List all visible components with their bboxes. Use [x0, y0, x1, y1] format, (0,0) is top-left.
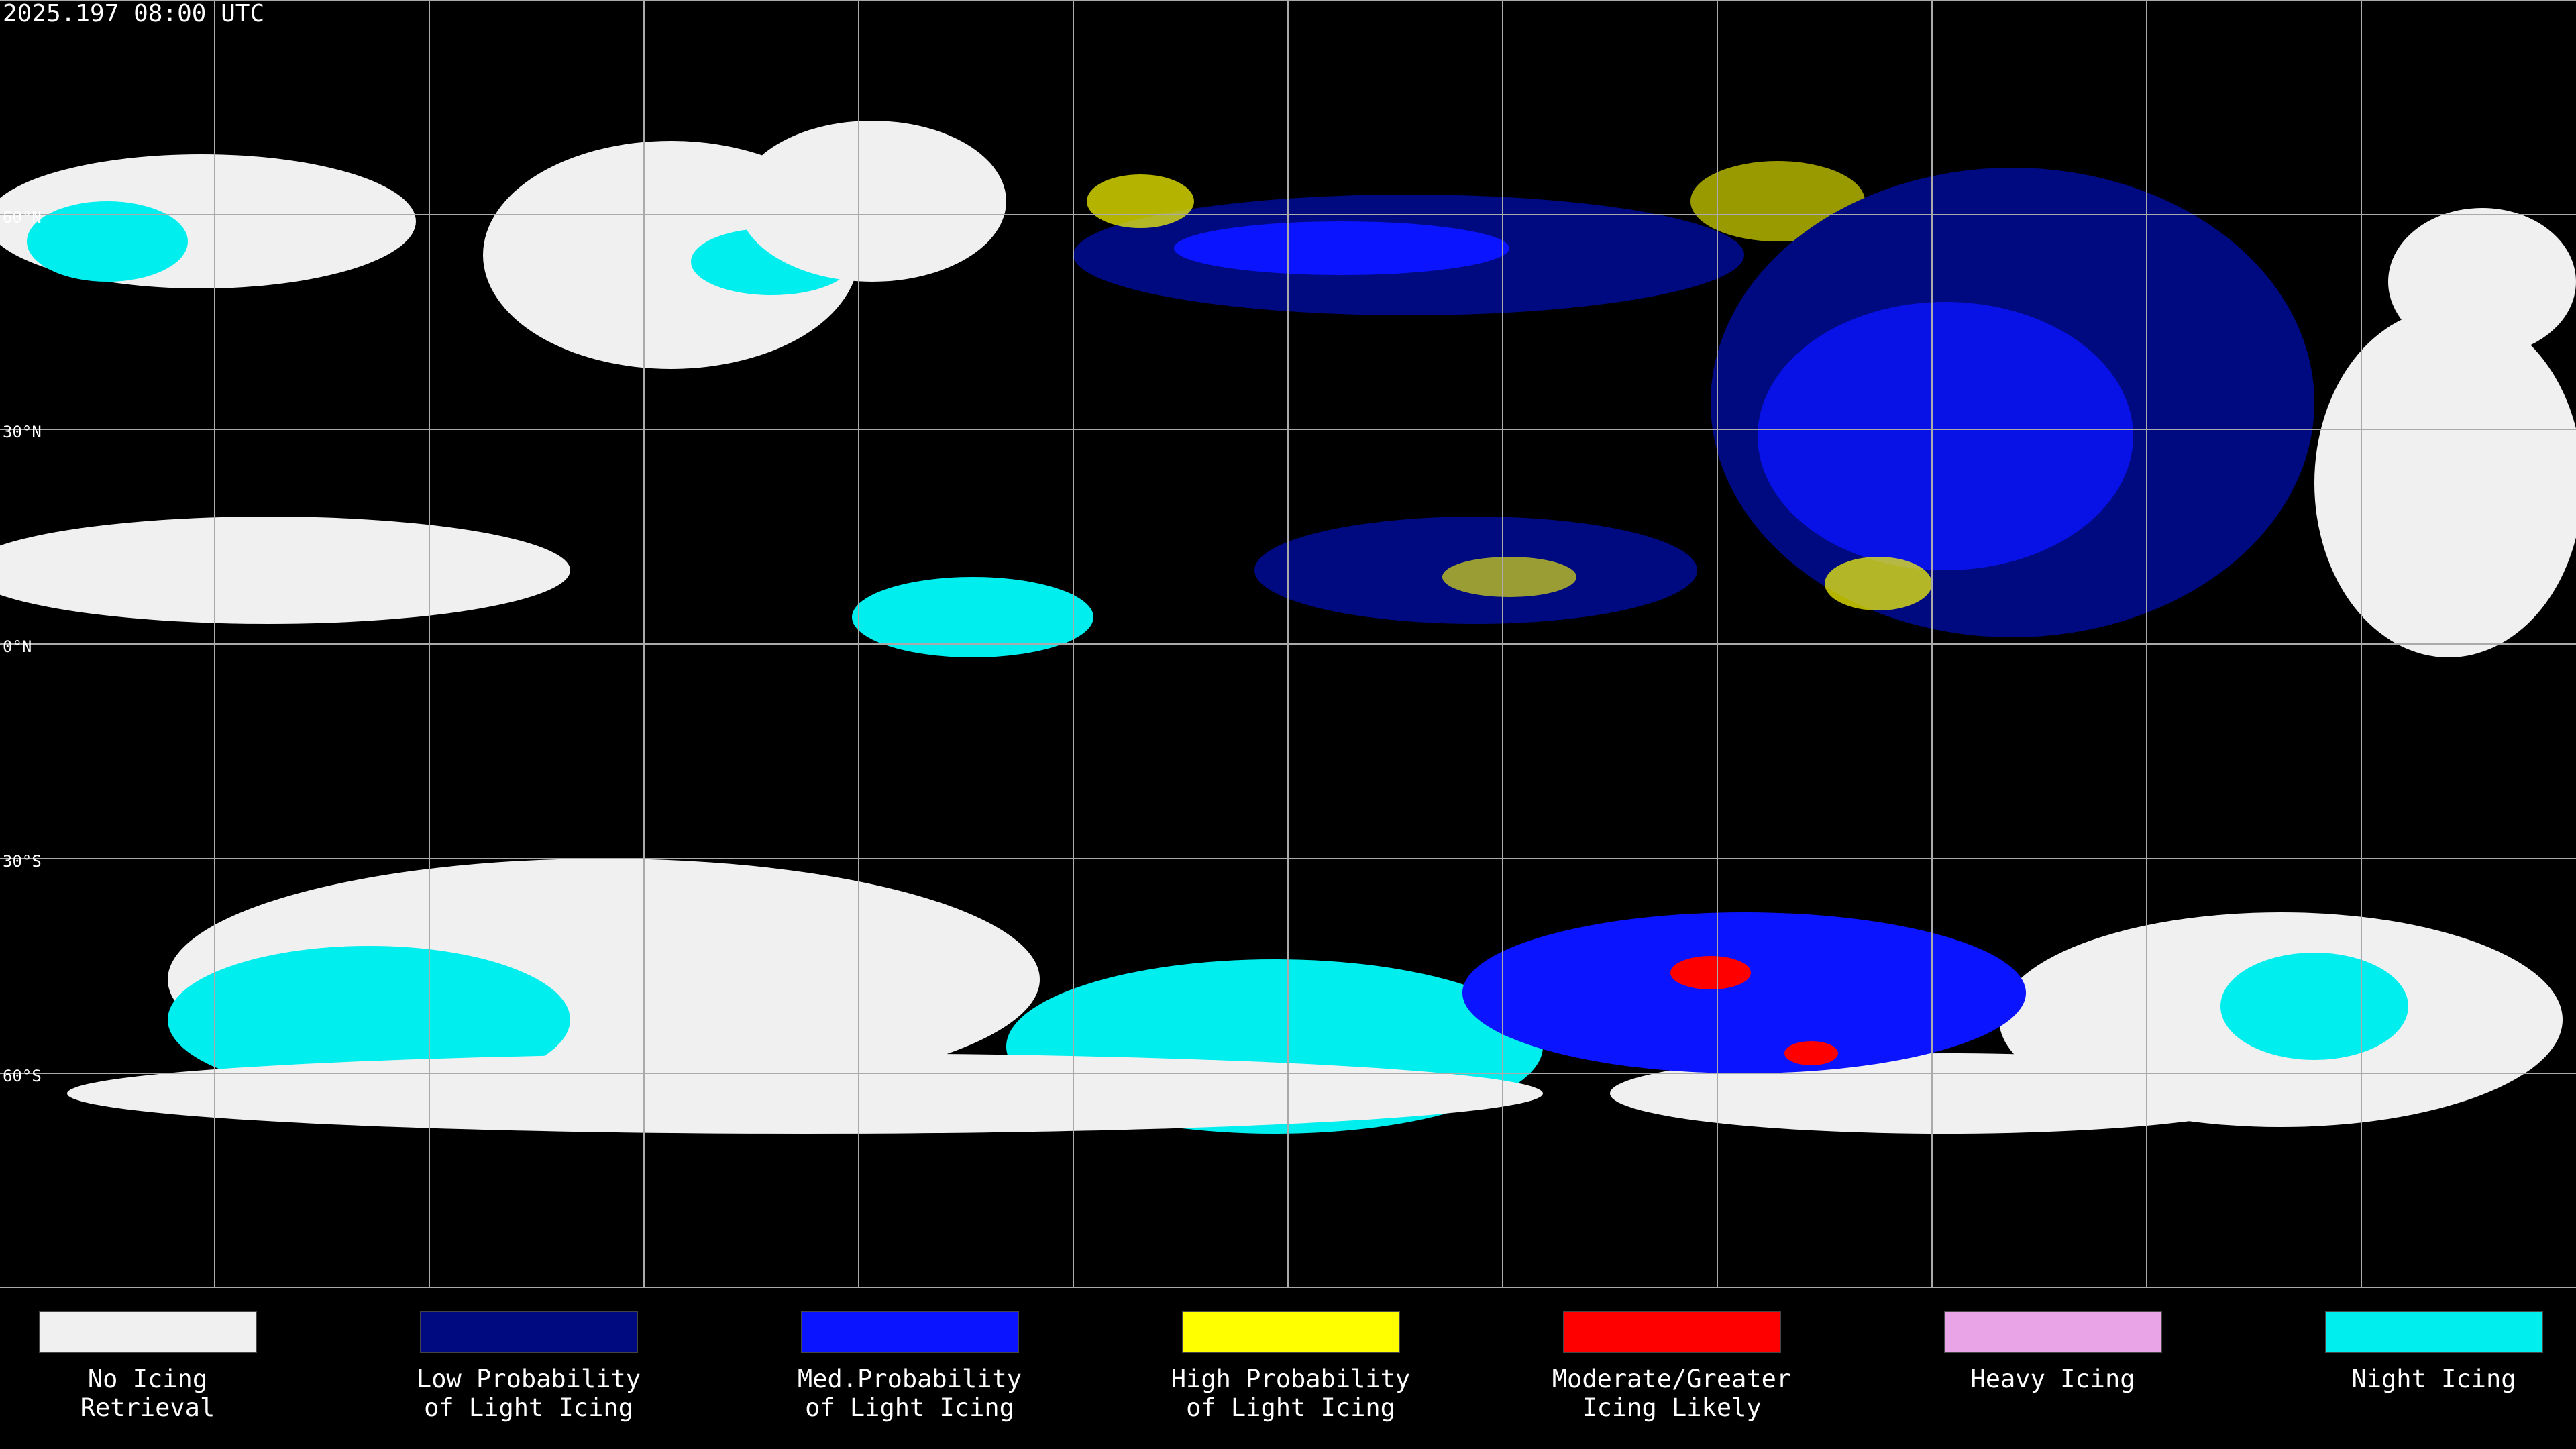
- graticule: [0, 0, 2576, 1289]
- legend-label: No Icing: [88, 1364, 207, 1393]
- legend-label: Low Probability: [417, 1364, 641, 1393]
- timestamp: 2025.197 08:00 UTC: [3, 0, 264, 28]
- lat-label: 30°S: [3, 852, 42, 871]
- cloud-field: [0, 121, 2576, 1134]
- lat-label: 0°N: [3, 637, 32, 656]
- lat-label: 60°S: [3, 1067, 42, 1085]
- legend-label: Heavy Icing: [1970, 1364, 2135, 1393]
- legend-label: Retrieval: [80, 1393, 215, 1422]
- legend-label: High Probability: [1171, 1364, 1410, 1393]
- legend-swatch: [1182, 1311, 1400, 1353]
- legend-swatch: [420, 1311, 638, 1353]
- legend-label: Night Icing: [2351, 1364, 2516, 1393]
- legend-label: Med.Probability: [798, 1364, 1022, 1393]
- legend-label: of Light Icing: [1186, 1393, 1395, 1422]
- legend-swatch: [39, 1311, 257, 1353]
- legend-label: of Light Icing: [805, 1393, 1014, 1422]
- legend-label: Icing Likely: [1582, 1393, 1761, 1422]
- legend-swatch: [1563, 1311, 1781, 1353]
- legend-swatch: [801, 1311, 1019, 1353]
- legend-label: Moderate/Greater: [1552, 1364, 1791, 1393]
- legend-swatch: [2325, 1311, 2543, 1353]
- latitude-labels: 60°N 30°N 0°N 30°S 60°S: [3, 208, 42, 1085]
- lat-label: 30°N: [3, 423, 42, 441]
- lat-label: 60°N: [3, 208, 42, 227]
- legend-swatch: [1944, 1311, 2162, 1353]
- legend-label: of Light Icing: [424, 1393, 633, 1422]
